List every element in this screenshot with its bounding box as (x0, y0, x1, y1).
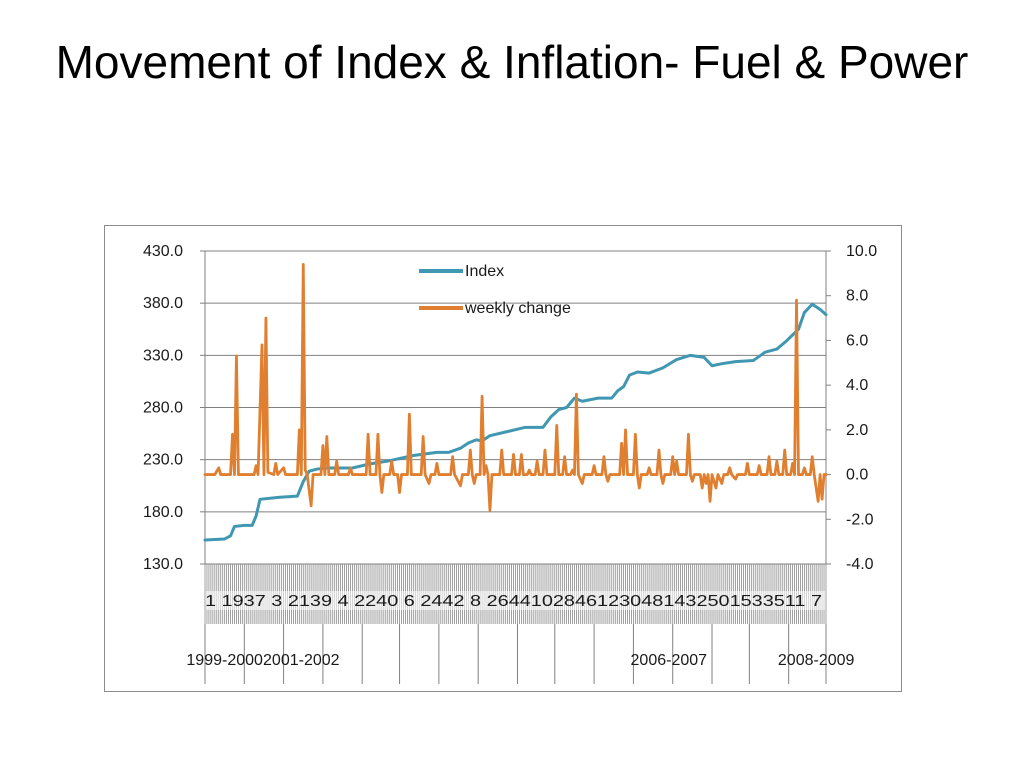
right-axis-tick-label: -2.0 (846, 511, 874, 528)
week-tick-labels: 1 1937 3 2139 4 2240 6 2442 8 2644102846… (205, 593, 822, 610)
right-axis-tick-label: 8.0 (846, 288, 868, 305)
series-line-index (203, 302, 828, 542)
left-axis-tick-label: 180.0 (143, 504, 183, 521)
right-axis-tick-label: -4.0 (846, 556, 874, 573)
week-label-band (206, 591, 825, 610)
legend-label-index: Index (465, 263, 504, 280)
combo-line-chart: 430.0 380.0 330.0 280.0 230.0 180.0 130.0 10.0 8… (143, 243, 877, 684)
left-axis-tick-label: 430.0 (143, 243, 183, 260)
series-line-weekly-change (203, 263, 828, 512)
slide-title: Movement of Index & Inflation- Fuel & Po… (55, 36, 969, 88)
year-label: 2006-2007 (631, 652, 708, 669)
series-lines (203, 263, 828, 542)
left-axis-tick-label: 130.0 (143, 556, 183, 573)
left-axis-tick-label: 330.0 (143, 347, 183, 364)
year-label: 2008-2009 (778, 652, 855, 669)
right-axis-tick-label: 0.0 (846, 467, 868, 484)
left-axis-tick-label: 380.0 (143, 295, 183, 312)
right-axis-tick-label: 6.0 (846, 332, 868, 349)
right-axis-tick-label: 2.0 (846, 422, 868, 439)
gridlines (205, 250, 826, 513)
left-axis-tick-label: 230.0 (143, 452, 183, 469)
right-axis-tick-label: 4.0 (846, 377, 868, 394)
legend-label-weekly-change: weekly change (464, 300, 571, 317)
left-axis-tick-label: 280.0 (143, 400, 183, 417)
legend: Index weekly change (419, 263, 571, 317)
week-axis: 1 1937 3 2139 4 2240 6 2442 8 2644102846… (186, 564, 855, 684)
axes: 430.0 380.0 330.0 280.0 230.0 180.0 130.0 10.0 8… (143, 243, 877, 573)
year-label: 2001-2002 (263, 652, 340, 669)
year-label: 1999-2000 (186, 652, 263, 669)
right-axis-tick-label: 10.0 (846, 243, 877, 260)
chart-frame: 430.0 380.0 330.0 280.0 230.0 180.0 130.0 10.0 8… (104, 225, 902, 692)
